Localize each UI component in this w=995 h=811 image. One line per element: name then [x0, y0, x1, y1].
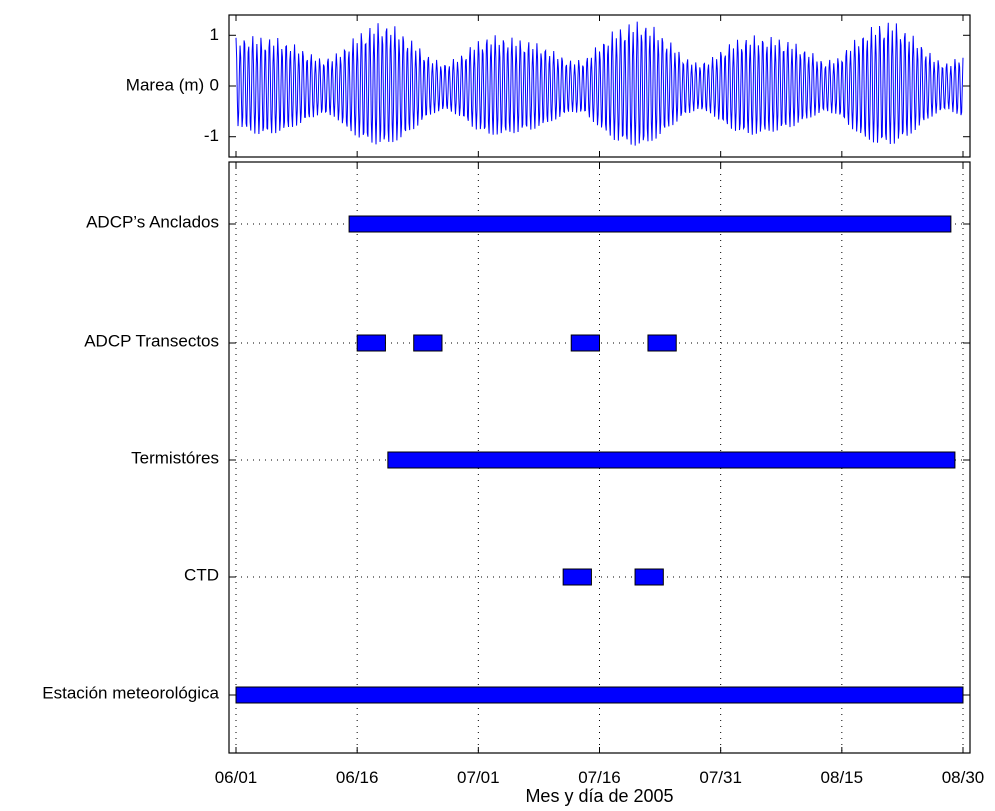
gantt-bar [647, 334, 677, 352]
gantt-x-tick-label: 08/30 [942, 768, 985, 787]
gantt-bar [387, 451, 956, 469]
tide-y-tick-label: -1 [204, 126, 219, 145]
gantt-x-tick-label: 06/16 [336, 768, 379, 787]
gantt-category-label: Termistóres [131, 448, 219, 467]
gantt-grid [229, 162, 970, 753]
gantt-category-label: ADCP Transectos [84, 331, 219, 350]
gantt-x-ticks: 06/01 06/16 07/01 07/16 07/31 08/15 08/30 [215, 162, 985, 787]
gantt-category-label: ADCP’s Anclados [86, 212, 219, 231]
gantt-bar [570, 334, 601, 352]
gantt-bar [348, 215, 952, 233]
gantt-x-tick-label: 07/16 [578, 768, 621, 787]
tide-y-axis-label: Marea (m) [126, 75, 204, 94]
tide-plot-frame [228, 14, 971, 158]
gantt-bar [356, 334, 386, 352]
tide-y-tick-label: 1 [210, 25, 219, 44]
tide-y-ticks: -1 0 1 [204, 15, 970, 157]
gantt-panel: ADCP’s Anclados ADCP Transectos Termistóre… [42, 161, 985, 806]
gantt-bar [562, 568, 592, 586]
tide-panel: -1 0 1 Marea (m) [126, 14, 971, 158]
tide-series-line [235, 21, 964, 146]
tide-y-tick-label: 0 [210, 75, 219, 94]
gantt-bar [634, 568, 664, 586]
gantt-x-tick-label: 06/01 [215, 768, 258, 787]
gantt-x-tick-label: 07/31 [699, 768, 742, 787]
gantt-bar [235, 686, 964, 704]
gantt-category-labels: ADCP’s Anclados ADCP Transectos Termistóre… [42, 212, 219, 702]
gantt-bars [235, 215, 964, 704]
x-axis-title: Mes y día de 2005 [525, 786, 673, 806]
gantt-bar [413, 334, 443, 352]
gantt-category-label: CTD [184, 565, 219, 584]
gantt-x-tick-label: 08/15 [821, 768, 864, 787]
gantt-category-label: Estación meteorológica [42, 683, 219, 702]
gantt-x-tick-label: 07/01 [457, 768, 500, 787]
